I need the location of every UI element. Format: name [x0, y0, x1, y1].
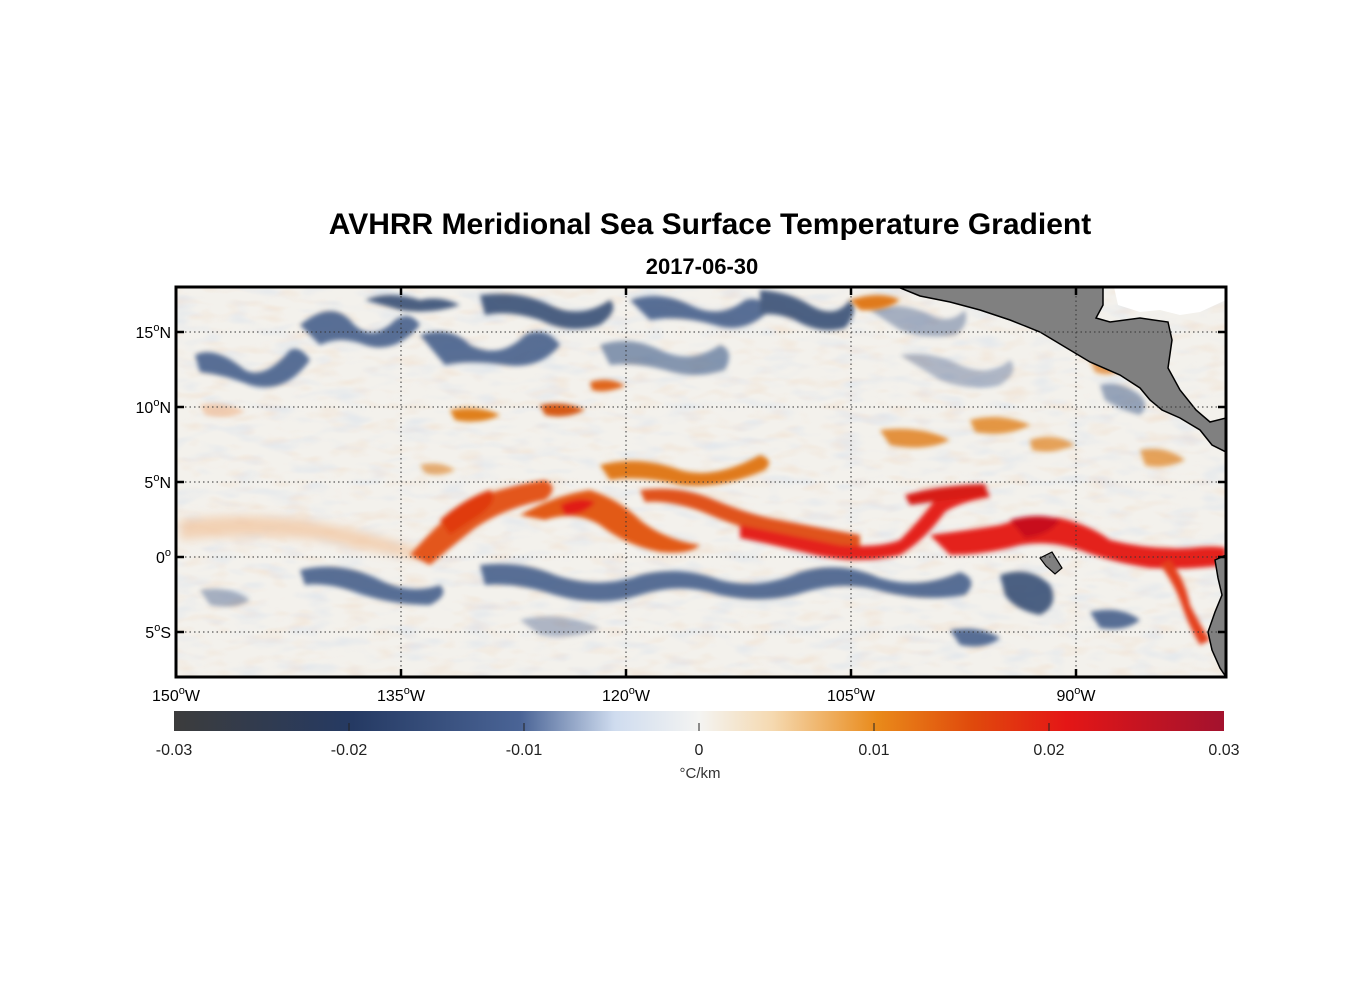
- degree-mark: o: [1074, 685, 1080, 697]
- northern-cold-bands: [195, 290, 1145, 415]
- degree-mark: o: [854, 685, 860, 697]
- sst-gradient-map: [176, 287, 1226, 677]
- degree-mark: o: [404, 685, 410, 697]
- lat-tick-hemisphere: S: [160, 625, 171, 642]
- lat-tick-label: 15oN: [136, 322, 171, 342]
- lon-tick-number: 105: [827, 688, 854, 705]
- warm-front-band: [180, 295, 1226, 645]
- lat-tick-label: 0o: [156, 547, 171, 567]
- colorbar-tick-label: 0: [695, 742, 704, 759]
- lon-tick-number: 120: [602, 688, 629, 705]
- colorbar-tick-label: -0.02: [331, 742, 368, 759]
- map-gridlines: [176, 287, 1226, 677]
- lat-tick-label: 10oN: [136, 397, 171, 417]
- lon-tick-hemisphere: W: [410, 688, 426, 705]
- lon-tick-hemisphere: W: [1080, 688, 1096, 705]
- lat-tick-hemisphere: N: [159, 325, 171, 342]
- lat-tick-number: 15: [136, 325, 154, 342]
- land-mexico: [897, 287, 1226, 453]
- colorbar-tick-label: -0.03: [156, 742, 193, 759]
- lon-tick-label: 105oW: [827, 685, 876, 705]
- colorbar-ticks: -0.03 -0.02 -0.01 0 0.01 0.02 0.03: [156, 723, 1240, 759]
- colorbar-tick-label: -0.01: [506, 742, 543, 759]
- lat-tick-label: 5oN: [144, 472, 171, 492]
- lon-tick-label: 135oW: [377, 685, 426, 705]
- colorbar-tick-label: 0.01: [858, 742, 889, 759]
- lat-tick-number: 5: [145, 625, 154, 642]
- southern-cold-band: [200, 563, 1140, 647]
- degree-mark: o: [153, 322, 159, 334]
- lon-tick-label: 150oW: [152, 685, 201, 705]
- chart-date: 2017-06-30: [646, 254, 759, 279]
- lon-tick-hemisphere: W: [185, 688, 201, 705]
- lat-tick-number: 0: [156, 550, 165, 567]
- degree-mark: o: [629, 685, 635, 697]
- longitude-labels: 150oW 135oW 120oW 105oW 90oW: [152, 685, 1096, 705]
- lon-tick-hemisphere: W: [860, 688, 876, 705]
- lat-tick-label: 5oS: [145, 622, 171, 642]
- lon-tick-number: 135: [377, 688, 404, 705]
- colorbar-tick-label: 0.02: [1033, 742, 1064, 759]
- lat-tick-hemisphere: N: [159, 400, 171, 417]
- map-tick-marks: [174, 287, 1226, 677]
- land-gap: [1114, 287, 1226, 315]
- degree-mark: o: [154, 622, 160, 634]
- land-south-america: [1207, 554, 1226, 677]
- lon-tick-label: 90oW: [1056, 685, 1096, 705]
- lat-tick-hemisphere: N: [159, 475, 171, 492]
- colorbar-unit: °C/km: [680, 765, 721, 782]
- colorbar-tick-label: 0.03: [1208, 742, 1239, 759]
- degree-mark: o: [179, 685, 185, 697]
- chart-title: AVHRR Meridional Sea Surface Temperature…: [329, 208, 1091, 241]
- lon-tick-label: 120oW: [602, 685, 651, 705]
- colorbar: [174, 711, 1224, 731]
- degree-mark: o: [165, 547, 171, 559]
- lat-tick-number: 10: [136, 400, 154, 417]
- land-central-america: [897, 287, 1226, 677]
- degree-mark: o: [153, 472, 159, 484]
- lat-tick-number: 5: [144, 475, 153, 492]
- lon-tick-hemisphere: W: [635, 688, 651, 705]
- lon-tick-number: 150: [152, 688, 179, 705]
- lon-tick-number: 90: [1056, 688, 1074, 705]
- degree-mark: o: [153, 397, 159, 409]
